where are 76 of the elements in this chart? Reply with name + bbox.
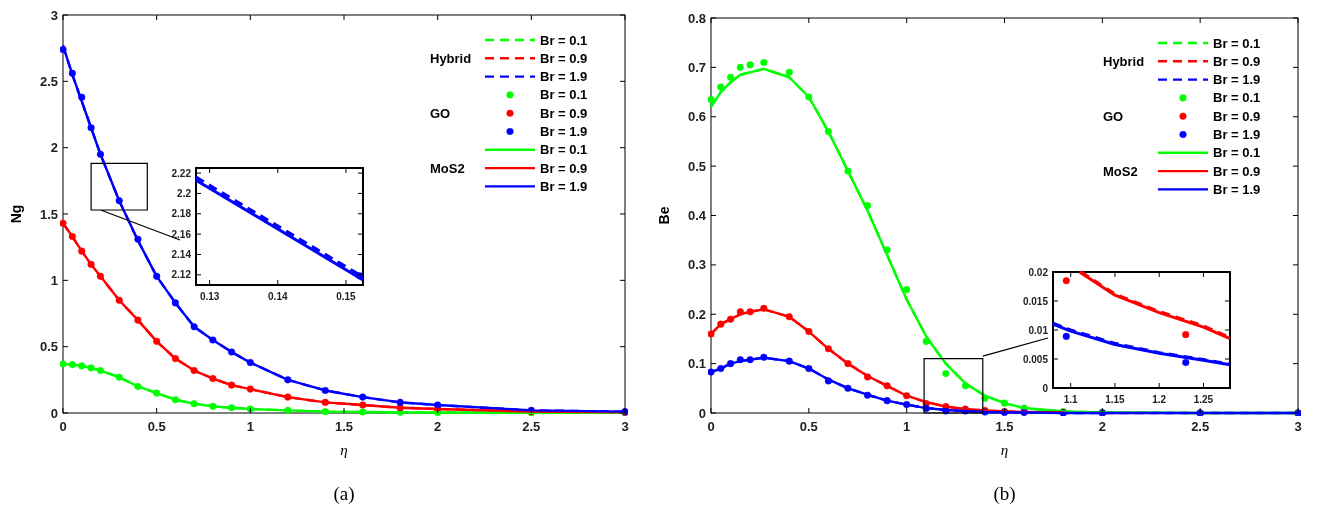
y-tick-label: 2.22: [171, 167, 192, 179]
y-tick-label: 0: [698, 405, 706, 421]
annotation: Hybrid: [430, 50, 472, 66]
annotation: Hybrid: [1103, 53, 1145, 69]
y-tick-label: 0.5: [39, 339, 58, 355]
y-tick-label: 2.14: [171, 248, 192, 260]
legend-label: Br = 1.9: [1213, 127, 1261, 143]
y-tick-label: 0.005: [1022, 353, 1049, 365]
legend-label: Br = 0.1: [540, 87, 588, 103]
x-axis-title: η: [340, 442, 348, 458]
legend-label: Br = 1.9: [1213, 181, 1261, 197]
x-tick-label: 1: [903, 419, 911, 434]
x-axis-title: η: [1000, 442, 1009, 458]
annotation: MoS2: [1103, 163, 1138, 179]
y-tick-label: 0.8: [687, 10, 706, 26]
y-tick-label: 2: [50, 140, 58, 156]
legend-label: Br = 1.9: [540, 124, 588, 140]
x-tick-label: 1: [246, 419, 254, 434]
legend-label: Br = 0.9: [1213, 163, 1261, 179]
y-tick-label: 0.7: [687, 59, 706, 75]
legend-label: Br = 0.1: [540, 32, 588, 48]
y-tick-label: 0.1: [687, 356, 706, 372]
y-tick-label: 0.3: [687, 257, 706, 273]
y-tick-label: 0: [1042, 382, 1049, 394]
x-tick-label: 2: [434, 419, 442, 434]
legend-label: Br = 1.9: [1213, 72, 1261, 88]
x-tick-label: 1.25: [1193, 394, 1214, 405]
x-tick-label: 0.15: [336, 291, 357, 302]
legend-label: Br = 0.1: [1213, 90, 1261, 106]
legend-label: Br = 0.9: [540, 160, 588, 176]
x-tick-label: 3: [621, 419, 629, 434]
y-tick-label: 1: [50, 272, 58, 288]
y-tick-label: 2.12: [171, 269, 192, 281]
legend-label: Br = 0.9: [540, 50, 588, 66]
legend-label: Br = 1.9: [540, 69, 588, 85]
x-tick-label: 1.1: [1063, 394, 1079, 405]
legend-label: Br = 0.9: [1213, 53, 1261, 69]
legend-label: Br = 0.9: [540, 105, 588, 121]
x-tick-label: 1.2: [1152, 394, 1167, 405]
x-tick-label: 0.13: [199, 291, 220, 302]
y-tick-label: 0.02: [1028, 266, 1049, 278]
legend-label: Br = 0.1: [1213, 35, 1261, 51]
legend-label: Br = 1.9: [540, 178, 588, 194]
x-tick-label: 1.15: [1105, 394, 1126, 405]
annotation: GO: [1103, 108, 1124, 124]
legend-label: Br = 0.1: [1213, 145, 1261, 161]
x-tick-label: 2: [1098, 419, 1106, 434]
x-tick-label: 2.5: [1191, 419, 1210, 434]
annotation: GO: [430, 105, 451, 121]
x-tick-label: 0.5: [147, 419, 166, 434]
y-tick-label: 0.5: [687, 158, 706, 174]
x-tick-label: 1.5: [334, 419, 354, 434]
y-tick-label: 0.6: [687, 109, 706, 125]
annotation: MoS2: [430, 160, 465, 176]
y-tick-label: 2.2: [177, 187, 192, 199]
y-tick-label: 2.5: [39, 73, 58, 89]
legend-label: Br = 0.1: [540, 142, 588, 158]
y-tick-label: 0.015: [1022, 295, 1049, 307]
y-tick-label: 0.01: [1028, 324, 1049, 336]
x-tick-label: 3: [1294, 419, 1302, 434]
y-axis-title: Ng: [8, 204, 24, 224]
y-tick-label: 0.4: [687, 208, 707, 224]
y-tick-label: 3: [50, 7, 58, 23]
y-tick-label: 0.2: [687, 306, 706, 322]
x-tick-label: 2.5: [522, 419, 541, 434]
text: (a): [333, 483, 355, 505]
text: (b): [993, 483, 1016, 505]
y-tick-label: 2.18: [171, 208, 192, 220]
legend-label: Br = 0.9: [1213, 108, 1261, 124]
x-tick-label: 1.5: [995, 419, 1014, 434]
y-axis-title: Be: [656, 206, 672, 225]
y-tick-label: 1.5: [39, 206, 58, 222]
y-tick-label: 0: [50, 405, 58, 421]
y-tick-label: 2.16: [171, 228, 192, 240]
x-tick-label: 0.14: [268, 291, 288, 302]
x-tick-label: 0.5: [799, 419, 818, 434]
